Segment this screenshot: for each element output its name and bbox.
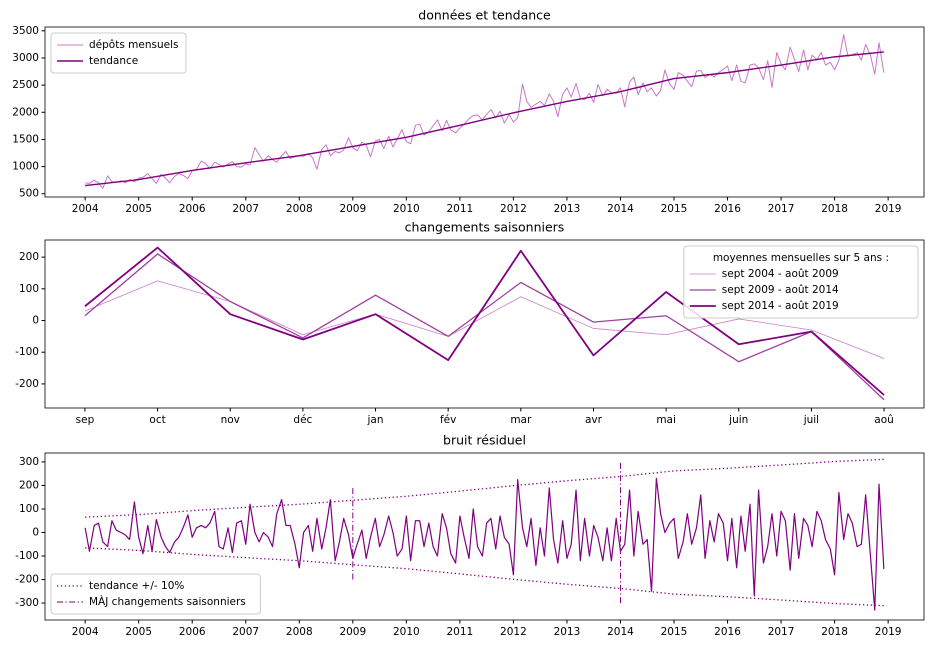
series-line — [85, 51, 884, 187]
y-tick-label: 1500 — [12, 133, 39, 145]
y-tick-label: -200 — [15, 378, 39, 390]
legend-box — [683, 245, 919, 319]
x-tick-label: mai — [656, 414, 676, 426]
x-tick-label: fév — [440, 414, 456, 426]
x-tick-label: 2014 — [607, 626, 634, 638]
x-tick-label: 2004 — [72, 626, 99, 638]
legend-label: MÀJ changements saisonniers — [89, 595, 246, 608]
x-tick-label: 2019 — [875, 203, 902, 215]
x-tick-label: juin — [728, 414, 748, 426]
x-tick-label: 2019 — [875, 626, 902, 638]
x-tick-label: 2006 — [179, 626, 206, 638]
legend-label: tendance — [89, 55, 138, 67]
x-tick-label: 2012 — [500, 203, 527, 215]
legend-label: sept 2014 - août 2019 — [722, 300, 839, 312]
y-tick-label: 0 — [32, 527, 39, 539]
legend-label: sept 2009 - août 2014 — [722, 284, 839, 296]
x-tick-label: 2006 — [179, 203, 206, 215]
y-tick-label: -100 — [15, 346, 39, 358]
x-tick-label: nov — [221, 414, 240, 426]
y-tick-label: 2500 — [12, 79, 39, 91]
x-tick-label: 2007 — [232, 626, 259, 638]
x-tick-label: 2015 — [661, 203, 688, 215]
y-tick-label: 0 — [32, 315, 39, 327]
series-line — [84, 246, 885, 396]
series-line — [84, 280, 885, 359]
x-tick-label: avr — [585, 414, 603, 426]
y-tick-label: 100 — [19, 503, 39, 515]
axes-frame — [44, 26, 925, 198]
chart-title: données et tendance — [418, 8, 551, 23]
x-tick-label: 2015 — [661, 626, 688, 638]
x-tick-label: 2013 — [554, 203, 581, 215]
x-tick-label: jan — [367, 414, 384, 426]
axes-frame — [44, 239, 925, 409]
y-tick-label: -100 — [15, 550, 39, 562]
band-line — [85, 547, 884, 607]
x-tick-label: 2013 — [554, 626, 581, 638]
legend-title: moyennes mensuelles sur 5 ans : — [713, 252, 889, 264]
legend-label: dépôts mensuels — [89, 39, 178, 51]
series-line — [84, 253, 885, 401]
x-tick-label: 2018 — [821, 626, 848, 638]
x-tick-label: sep — [76, 414, 95, 426]
x-tick-label: mar — [510, 414, 532, 426]
y-tick-label: 300 — [19, 456, 39, 468]
x-tick-label: 2018 — [821, 203, 848, 215]
x-tick-label: 2016 — [714, 203, 741, 215]
x-tick-label: oct — [149, 414, 165, 426]
y-tick-label: 3500 — [12, 25, 39, 37]
y-tick-label: 200 — [19, 251, 39, 263]
x-tick-label: 2017 — [768, 626, 795, 638]
x-tick-label: 2014 — [607, 203, 634, 215]
x-tick-label: aoû — [874, 414, 894, 426]
x-tick-label: juil — [803, 414, 819, 426]
x-tick-label: 2008 — [286, 626, 313, 638]
x-tick-label: 2008 — [286, 203, 313, 215]
legend-label: sept 2004 - août 2009 — [722, 268, 839, 280]
x-tick-label: 2004 — [72, 203, 99, 215]
x-tick-label: 2010 — [393, 203, 420, 215]
y-tick-label: 1000 — [12, 161, 39, 173]
series-line — [85, 34, 885, 189]
legend-label: tendance +/- 10% — [89, 580, 184, 592]
x-tick-label: 2012 — [500, 626, 527, 638]
band-line — [85, 458, 884, 518]
x-tick-label: 2007 — [232, 203, 259, 215]
y-tick-label: -200 — [15, 574, 39, 586]
x-tick-label: 2010 — [393, 626, 420, 638]
x-tick-label: déc — [293, 414, 312, 426]
x-tick-label: 2005 — [125, 626, 152, 638]
legend-box — [50, 32, 187, 74]
x-tick-label: 2017 — [768, 203, 795, 215]
y-tick-label: 200 — [19, 479, 39, 491]
axes-frame — [44, 452, 925, 621]
x-tick-label: 2011 — [447, 626, 474, 638]
y-tick-label: 2000 — [12, 106, 39, 118]
x-tick-label: 2016 — [714, 626, 741, 638]
x-tick-label: 2009 — [339, 203, 366, 215]
y-tick-label: -300 — [15, 597, 39, 609]
x-tick-label: 2005 — [125, 203, 152, 215]
chart-title: changements saisonniers — [405, 220, 565, 235]
y-tick-label: 500 — [19, 188, 39, 200]
y-tick-label: 100 — [19, 283, 39, 295]
series-line — [84, 477, 885, 611]
y-tick-label: 3000 — [12, 52, 39, 64]
legend-box — [50, 573, 261, 615]
x-tick-label: 2011 — [447, 203, 474, 215]
x-tick-label: 2009 — [339, 626, 366, 638]
chart-title: bruit résiduel — [443, 433, 526, 448]
